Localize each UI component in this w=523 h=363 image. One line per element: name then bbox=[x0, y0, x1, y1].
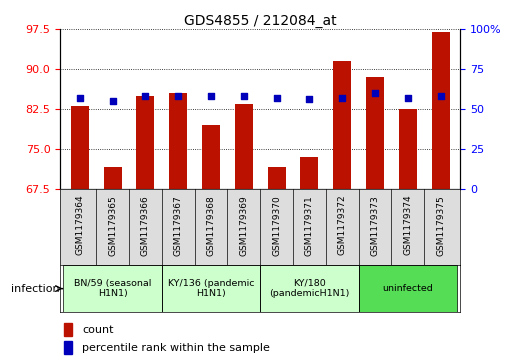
Point bbox=[240, 93, 248, 99]
Bar bbox=[64, 341, 72, 354]
Bar bbox=[268, 167, 286, 189]
Point bbox=[108, 98, 117, 104]
Point bbox=[76, 95, 84, 101]
Point bbox=[338, 95, 346, 101]
Bar bbox=[300, 157, 319, 189]
Bar bbox=[202, 125, 220, 189]
Bar bbox=[333, 61, 351, 189]
Text: percentile rank within the sample: percentile rank within the sample bbox=[82, 343, 270, 353]
Bar bbox=[235, 103, 253, 189]
Point bbox=[272, 95, 281, 101]
Text: GSM1179366: GSM1179366 bbox=[141, 195, 150, 256]
Point bbox=[207, 93, 215, 99]
Text: GSM1179367: GSM1179367 bbox=[174, 195, 183, 256]
Text: GSM1179373: GSM1179373 bbox=[370, 195, 380, 256]
Text: GSM1179372: GSM1179372 bbox=[338, 195, 347, 256]
Bar bbox=[104, 167, 122, 189]
Point bbox=[404, 95, 412, 101]
Bar bbox=[137, 95, 154, 189]
Text: GSM1179370: GSM1179370 bbox=[272, 195, 281, 256]
Text: KY/136 (pandemic
H1N1): KY/136 (pandemic H1N1) bbox=[168, 279, 254, 298]
FancyBboxPatch shape bbox=[260, 265, 359, 312]
Text: GSM1179368: GSM1179368 bbox=[207, 195, 215, 256]
Text: GSM1179371: GSM1179371 bbox=[305, 195, 314, 256]
Bar bbox=[71, 106, 89, 189]
Point bbox=[371, 90, 379, 96]
Title: GDS4855 / 212084_at: GDS4855 / 212084_at bbox=[184, 14, 336, 28]
Text: infection: infection bbox=[11, 284, 60, 294]
Point bbox=[436, 93, 445, 99]
Text: count: count bbox=[82, 325, 113, 335]
FancyBboxPatch shape bbox=[63, 265, 162, 312]
Bar bbox=[64, 323, 72, 336]
Bar bbox=[431, 32, 450, 189]
FancyBboxPatch shape bbox=[162, 265, 260, 312]
Bar bbox=[169, 93, 187, 189]
Bar bbox=[366, 77, 384, 189]
Text: KY/180
(pandemicH1N1): KY/180 (pandemicH1N1) bbox=[269, 279, 349, 298]
Text: uninfected: uninfected bbox=[382, 284, 433, 293]
Text: GSM1179365: GSM1179365 bbox=[108, 195, 117, 256]
Text: GSM1179374: GSM1179374 bbox=[403, 195, 412, 256]
Text: BN/59 (seasonal
H1N1): BN/59 (seasonal H1N1) bbox=[74, 279, 151, 298]
Point bbox=[305, 97, 314, 102]
Text: GSM1179364: GSM1179364 bbox=[75, 195, 84, 256]
FancyBboxPatch shape bbox=[359, 265, 457, 312]
Text: GSM1179369: GSM1179369 bbox=[240, 195, 248, 256]
Point bbox=[141, 93, 150, 99]
Bar bbox=[399, 109, 417, 189]
Point bbox=[174, 93, 183, 99]
Text: GSM1179375: GSM1179375 bbox=[436, 195, 445, 256]
